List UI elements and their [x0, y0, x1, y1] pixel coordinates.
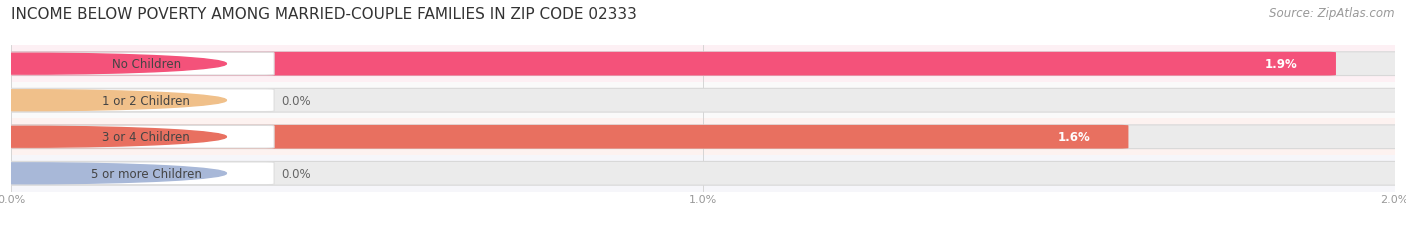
Text: 0.0%: 0.0%	[281, 94, 311, 107]
Bar	[11, 155, 1395, 192]
Circle shape	[0, 90, 226, 111]
FancyBboxPatch shape	[0, 89, 274, 112]
Circle shape	[0, 127, 226, 148]
FancyBboxPatch shape	[1, 162, 1405, 185]
Text: 0.0%: 0.0%	[281, 167, 311, 180]
Bar	[11, 46, 1395, 82]
Text: Source: ZipAtlas.com: Source: ZipAtlas.com	[1270, 7, 1395, 20]
Text: 3 or 4 Children: 3 or 4 Children	[103, 131, 190, 144]
Circle shape	[0, 163, 226, 184]
Text: 1.6%: 1.6%	[1057, 131, 1091, 144]
Text: 5 or more Children: 5 or more Children	[91, 167, 201, 180]
Bar	[11, 119, 1395, 155]
FancyBboxPatch shape	[0, 53, 274, 76]
Text: No Children: No Children	[111, 58, 181, 71]
Text: 1.9%: 1.9%	[1265, 58, 1298, 71]
FancyBboxPatch shape	[1, 125, 1405, 149]
FancyBboxPatch shape	[1, 89, 1405, 112]
Bar	[11, 82, 1395, 119]
FancyBboxPatch shape	[1, 125, 1129, 149]
FancyBboxPatch shape	[0, 162, 274, 185]
FancyBboxPatch shape	[1, 53, 1336, 76]
Text: INCOME BELOW POVERTY AMONG MARRIED-COUPLE FAMILIES IN ZIP CODE 02333: INCOME BELOW POVERTY AMONG MARRIED-COUPL…	[11, 7, 637, 22]
Circle shape	[0, 54, 226, 75]
FancyBboxPatch shape	[0, 126, 274, 149]
Text: 1 or 2 Children: 1 or 2 Children	[103, 94, 190, 107]
FancyBboxPatch shape	[1, 53, 1405, 76]
